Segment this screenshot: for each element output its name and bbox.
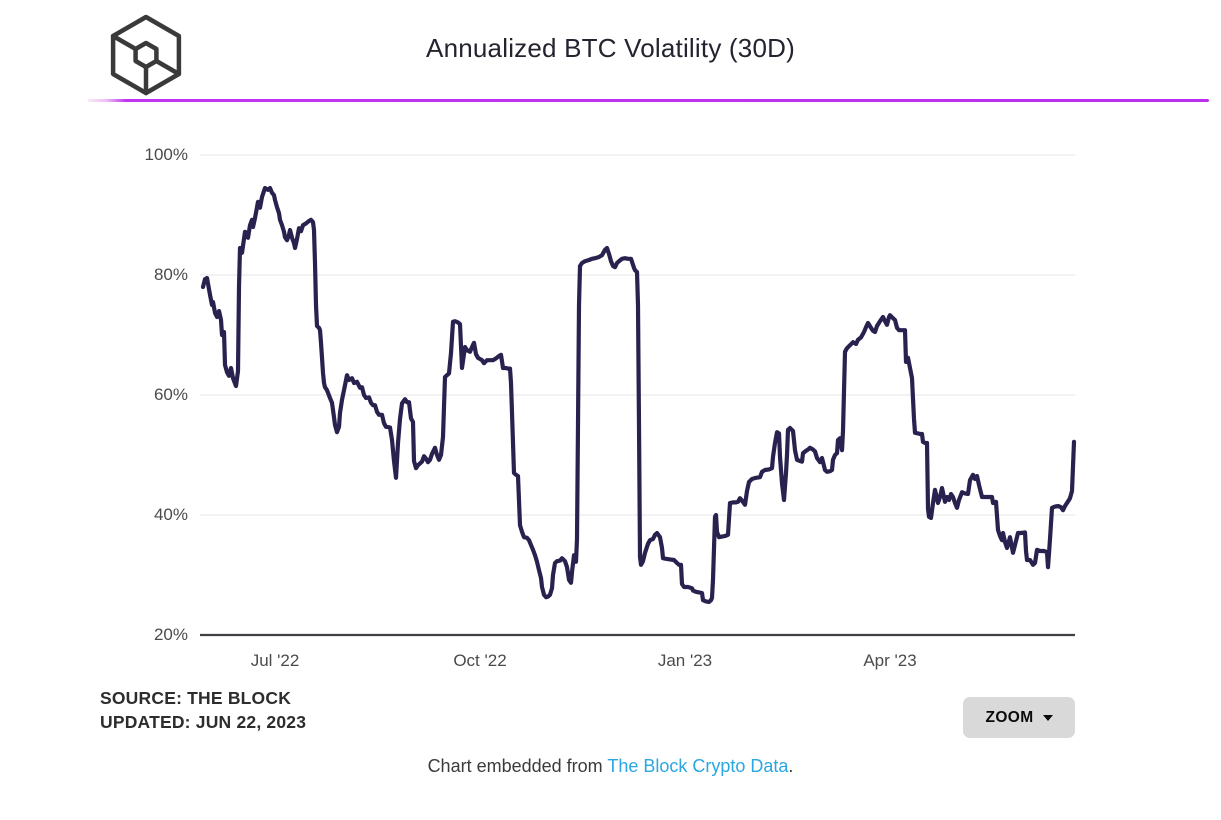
x-tick-label: Oct '22 xyxy=(453,651,507,670)
y-tick-label: 80% xyxy=(153,265,188,284)
updated-line: UPDATED: JUN 22, 2023 xyxy=(100,712,307,732)
chart-title: Annualized BTC Volatility (30D) xyxy=(426,33,795,63)
y-tick-label: 100% xyxy=(144,145,188,164)
source-line: SOURCE: THE BLOCK xyxy=(100,688,292,708)
caption-text: Chart embedded from xyxy=(427,756,608,776)
zoom-button-label: ZOOM xyxy=(985,708,1034,726)
source-attribution: SOURCE: THE BLOCK UPDATED: JUN 22, 2023 xyxy=(100,686,306,734)
caption-period: . xyxy=(788,756,794,776)
embed-caption: Chart embedded from The Block Crypto Dat… xyxy=(0,756,1221,777)
y-tick-label: 20% xyxy=(153,625,188,644)
header-accent-divider xyxy=(88,99,1209,102)
y-tick-label: 60% xyxy=(153,385,188,404)
volatility-series-line xyxy=(200,185,1077,605)
x-tick-label: Apr '23 xyxy=(863,651,917,670)
x-tick-label: Jul '22 xyxy=(250,651,300,670)
zoom-button[interactable]: ZOOM xyxy=(963,697,1075,738)
the-block-logo xyxy=(110,14,182,96)
caret-down-icon xyxy=(1042,714,1053,721)
x-tick-label: Jan '23 xyxy=(657,651,713,670)
the-block-crypto-data-link[interactable]: The Block Crypto Data xyxy=(607,756,789,776)
y-tick-label: 40% xyxy=(153,505,188,524)
